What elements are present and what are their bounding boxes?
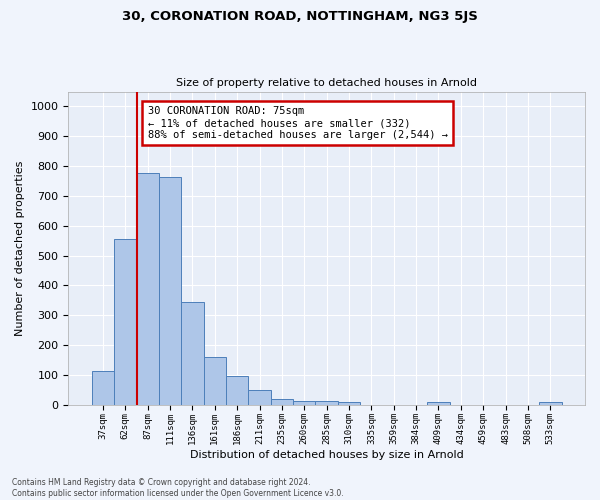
Bar: [427, 402, 449, 404]
Bar: [539, 402, 562, 404]
Bar: [338, 402, 360, 404]
Bar: [203, 358, 226, 405]
Text: Contains HM Land Registry data © Crown copyright and database right 2024.
Contai: Contains HM Land Registry data © Crown c…: [12, 478, 344, 498]
X-axis label: Distribution of detached houses by size in Arnold: Distribution of detached houses by size …: [190, 450, 464, 460]
Text: 30 CORONATION ROAD: 75sqm
← 11% of detached houses are smaller (332)
88% of semi: 30 CORONATION ROAD: 75sqm ← 11% of detac…: [148, 106, 448, 140]
Title: Size of property relative to detached houses in Arnold: Size of property relative to detached ho…: [176, 78, 477, 88]
Bar: [271, 398, 293, 404]
Bar: [248, 390, 271, 404]
Bar: [92, 371, 114, 404]
Bar: [159, 178, 181, 404]
Text: 30, CORONATION ROAD, NOTTINGHAM, NG3 5JS: 30, CORONATION ROAD, NOTTINGHAM, NG3 5JS: [122, 10, 478, 23]
Y-axis label: Number of detached properties: Number of detached properties: [15, 160, 25, 336]
Bar: [293, 400, 316, 404]
Bar: [114, 238, 137, 404]
Bar: [316, 401, 338, 404]
Bar: [137, 172, 159, 404]
Bar: [181, 302, 203, 405]
Bar: [226, 376, 248, 404]
